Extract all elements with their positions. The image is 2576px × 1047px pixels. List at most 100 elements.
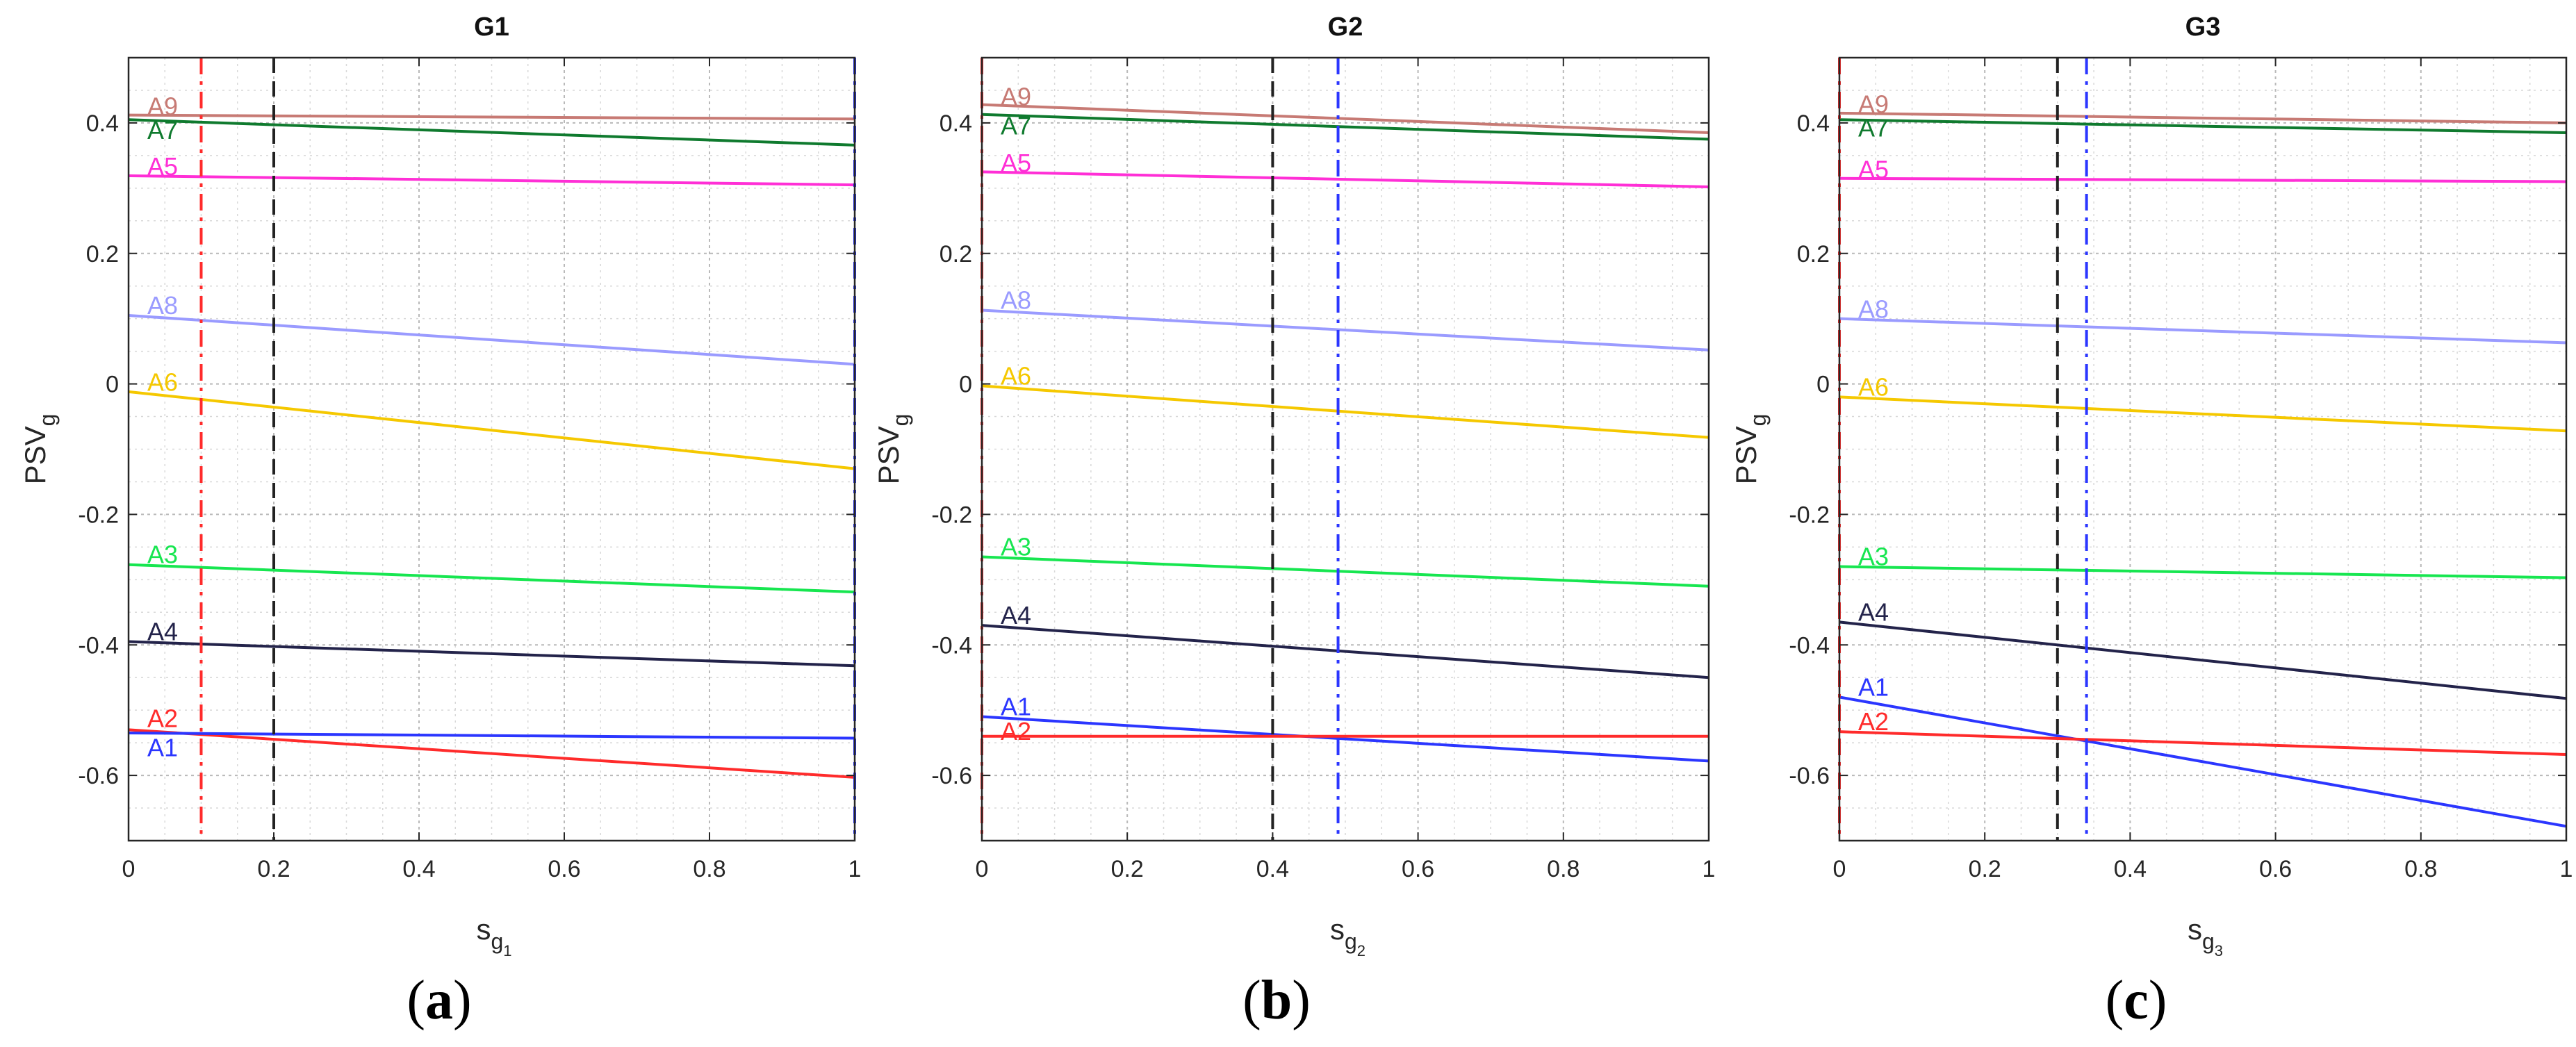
y-tick-label: 0.4 [1797,110,1830,137]
y-axis-label: PSVg [872,414,913,485]
x-tick-label: 0 [976,856,989,882]
series-label-a4: A4 [1001,601,1031,629]
series-line-a5 [1839,176,2567,183]
series-label-a2: A2 [1001,717,1031,745]
series-label-a2: A2 [147,704,178,732]
y-tick-label: -0.4 [78,632,119,659]
series-label-a9: A9 [1858,90,1889,119]
series-line-a4 [128,640,855,668]
x-tick-label: 0.2 [1111,856,1144,882]
y-tick-label: -0.4 [931,632,972,659]
series-line-a4 [1839,620,2567,700]
series-line-a1 [981,715,1709,763]
series-line-a9 [1839,111,2567,124]
x-tick-label: 1 [2560,856,2573,882]
series-label-a9: A9 [147,92,178,120]
series-label-a5: A5 [147,152,178,181]
series-line-a7 [1839,118,2567,135]
series-line-a5 [981,170,1709,188]
series-line-a7 [128,118,855,147]
x-axis-label: sg2 [1330,913,1365,959]
x-tick-label: 0.2 [257,856,290,882]
series-line-a8 [981,308,1709,352]
x-tick-label: 0.6 [2259,856,2292,882]
x-tick-label: 1 [1703,856,1716,882]
series-line-a1 [1839,695,2567,828]
y-tick-label: 0 [1816,372,1830,398]
series-label-a8: A8 [1001,286,1031,314]
series-line-a8 [128,313,855,366]
x-tick-label: 0.2 [1969,856,2001,882]
y-tick-label: -0.2 [931,502,972,528]
caption-b: (b) [1242,970,1311,1031]
y-tick-label: -0.6 [78,763,119,789]
series-line-a2 [1839,730,2567,757]
caption-a: (a) [407,970,472,1031]
y-tick-label: -0.6 [931,763,972,789]
series-label-a5: A5 [1001,149,1031,177]
axes-frame [1838,56,2568,842]
y-tick-label: -0.6 [1789,763,1830,789]
series-label-a4: A4 [147,617,178,645]
series-line-a6 [981,384,1709,439]
series-line-a3 [981,555,1709,588]
x-tick-label: 0.4 [402,856,435,882]
series-label-a6: A6 [1001,361,1031,390]
y-tick-label: 0.4 [86,110,119,137]
chart-title: G1 [474,13,509,42]
series-label-a2: A2 [1858,707,1889,736]
series-line-a7 [981,113,1709,141]
series-label-a5: A5 [1858,156,1889,184]
y-tick-label: -0.4 [1789,632,1830,659]
series-line-a3 [1839,565,2567,579]
x-tick-label: 0.8 [1547,856,1580,882]
y-axis-label: PSVg [1730,414,1771,485]
x-tick-label: 0.8 [2404,856,2437,882]
series-label-a1: A1 [1858,673,1889,701]
series-label-a3: A3 [1858,542,1889,570]
y-tick-label: 0 [106,372,119,398]
series-line-a9 [128,113,855,121]
series-label-a7: A7 [147,116,178,145]
series-label-a3: A3 [147,541,178,569]
chart-title: G2 [1328,13,1363,42]
series-line-a6 [1839,395,2567,433]
chart-title: G3 [2185,13,2221,42]
series-label-a4: A4 [1858,597,1889,626]
series-line-a4 [981,624,1709,679]
caption-c: (c) [2105,970,2167,1031]
axes-frame [127,56,856,842]
series-label-a7: A7 [1001,112,1031,140]
y-tick-label: -0.2 [1789,502,1830,528]
series-label-a1: A1 [147,734,178,762]
y-tick-label: 0.2 [86,241,119,267]
series-label-a1: A1 [1001,692,1031,720]
series-line-a1 [128,732,855,740]
series-label-a8: A8 [1858,295,1889,324]
series-line-a8 [1839,317,2567,345]
x-tick-label: 0.6 [1402,856,1434,882]
series-label-a6: A6 [1858,372,1889,401]
x-tick-label: 0 [1833,856,1846,882]
x-axis-label: sg3 [2188,913,2223,959]
series-line-a9 [981,103,1709,135]
y-tick-label: -0.2 [78,502,119,528]
y-axis-label: PSVg [19,414,60,485]
series-line-a6 [128,390,855,470]
x-tick-label: 1 [848,856,862,882]
x-tick-label: 0.8 [693,856,725,882]
series-label-a7: A7 [1858,113,1889,142]
series-line-a3 [128,563,855,594]
x-tick-label: 0.6 [548,856,580,882]
y-tick-label: 0.2 [940,241,972,267]
y-tick-label: 0.2 [1797,241,1830,267]
series-label-a3: A3 [1001,532,1031,561]
series-line-a5 [128,174,855,187]
series-label-a8: A8 [147,291,178,320]
y-tick-label: 0.4 [940,110,972,137]
series-label-a6: A6 [147,368,178,397]
